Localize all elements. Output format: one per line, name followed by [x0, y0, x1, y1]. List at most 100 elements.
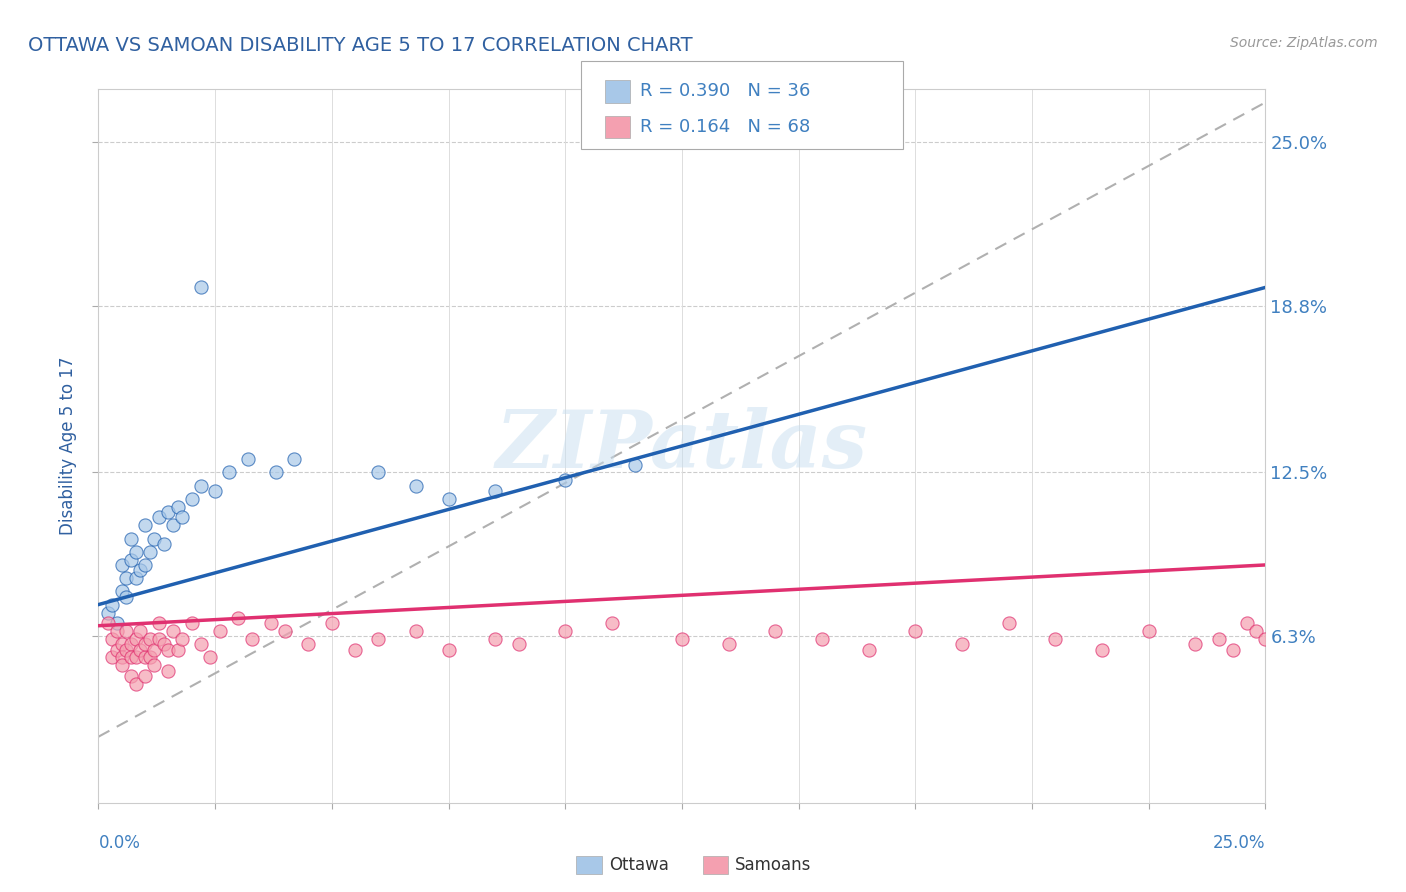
Point — [162, 518, 184, 533]
Text: ZIPatlas: ZIPatlas — [496, 408, 868, 484]
Point — [120, 650, 142, 665]
Point — [321, 616, 343, 631]
Point — [858, 642, 880, 657]
Point — [274, 624, 297, 638]
Point — [143, 642, 166, 657]
Point — [218, 466, 240, 480]
Point — [129, 624, 152, 638]
Point — [157, 505, 180, 519]
Point — [1254, 632, 1277, 646]
Y-axis label: Disability Age 5 to 17: Disability Age 5 to 17 — [59, 357, 77, 535]
Point — [129, 563, 152, 577]
Point — [148, 616, 170, 631]
Point — [204, 483, 226, 498]
Point — [228, 611, 250, 625]
Text: Ottawa: Ottawa — [609, 856, 669, 874]
Point — [208, 624, 231, 638]
Point — [115, 624, 138, 638]
Point — [190, 280, 212, 294]
Point — [134, 518, 156, 533]
Point — [624, 458, 647, 472]
Point — [367, 466, 389, 480]
Point — [139, 650, 162, 665]
Point — [166, 500, 188, 514]
Point — [111, 650, 134, 665]
Point — [152, 637, 174, 651]
Point — [115, 590, 138, 604]
Point — [148, 510, 170, 524]
Text: Samoans: Samoans — [735, 856, 811, 874]
Point — [125, 632, 148, 646]
Point — [190, 478, 212, 492]
Point — [811, 632, 834, 646]
Point — [554, 474, 576, 488]
Point — [134, 637, 156, 651]
Point — [344, 642, 367, 657]
Point — [172, 632, 194, 646]
Point — [125, 571, 148, 585]
Point — [1184, 637, 1206, 651]
Text: R = 0.164   N = 68: R = 0.164 N = 68 — [640, 118, 810, 136]
Point — [671, 632, 693, 646]
Point — [554, 624, 576, 638]
Point — [200, 650, 222, 665]
Point — [125, 545, 148, 559]
Point — [143, 532, 166, 546]
Point — [1045, 632, 1067, 646]
Point — [283, 452, 305, 467]
Point — [763, 624, 786, 638]
Point — [134, 669, 156, 683]
Point — [180, 491, 202, 506]
Text: Source: ZipAtlas.com: Source: ZipAtlas.com — [1230, 36, 1378, 50]
Point — [260, 616, 283, 631]
Point — [97, 616, 120, 631]
Text: 0.0%: 0.0% — [98, 834, 141, 852]
Point — [1222, 642, 1244, 657]
Point — [264, 466, 287, 480]
Point — [367, 632, 389, 646]
Point — [950, 637, 973, 651]
Point — [997, 616, 1019, 631]
Point — [242, 632, 264, 646]
Point — [143, 658, 166, 673]
Point — [139, 632, 162, 646]
Point — [1244, 624, 1267, 638]
Point — [1091, 642, 1114, 657]
Text: R = 0.390   N = 36: R = 0.390 N = 36 — [640, 82, 810, 100]
Point — [437, 642, 460, 657]
Point — [405, 624, 427, 638]
Point — [105, 616, 128, 631]
Point — [484, 632, 506, 646]
Point — [125, 650, 148, 665]
Point — [105, 624, 128, 638]
Point — [101, 632, 124, 646]
Point — [172, 510, 194, 524]
Point — [139, 545, 162, 559]
Point — [129, 642, 152, 657]
Point — [190, 637, 212, 651]
Point — [111, 658, 134, 673]
Point — [162, 624, 184, 638]
Point — [115, 571, 138, 585]
Point — [125, 677, 148, 691]
Point — [120, 637, 142, 651]
Point — [1208, 632, 1230, 646]
Text: OTTAWA VS SAMOAN DISABILITY AGE 5 TO 17 CORRELATION CHART: OTTAWA VS SAMOAN DISABILITY AGE 5 TO 17 … — [28, 36, 693, 54]
Point — [166, 642, 188, 657]
Point — [508, 637, 530, 651]
Point — [1137, 624, 1160, 638]
Point — [180, 616, 202, 631]
Point — [120, 532, 142, 546]
Point — [111, 637, 134, 651]
Point — [148, 632, 170, 646]
Point — [405, 478, 427, 492]
Point — [134, 650, 156, 665]
Point — [484, 483, 506, 498]
Point — [111, 558, 134, 572]
Point — [437, 491, 460, 506]
Point — [105, 642, 128, 657]
Point — [236, 452, 259, 467]
Point — [120, 669, 142, 683]
Point — [111, 584, 134, 599]
Point — [115, 642, 138, 657]
